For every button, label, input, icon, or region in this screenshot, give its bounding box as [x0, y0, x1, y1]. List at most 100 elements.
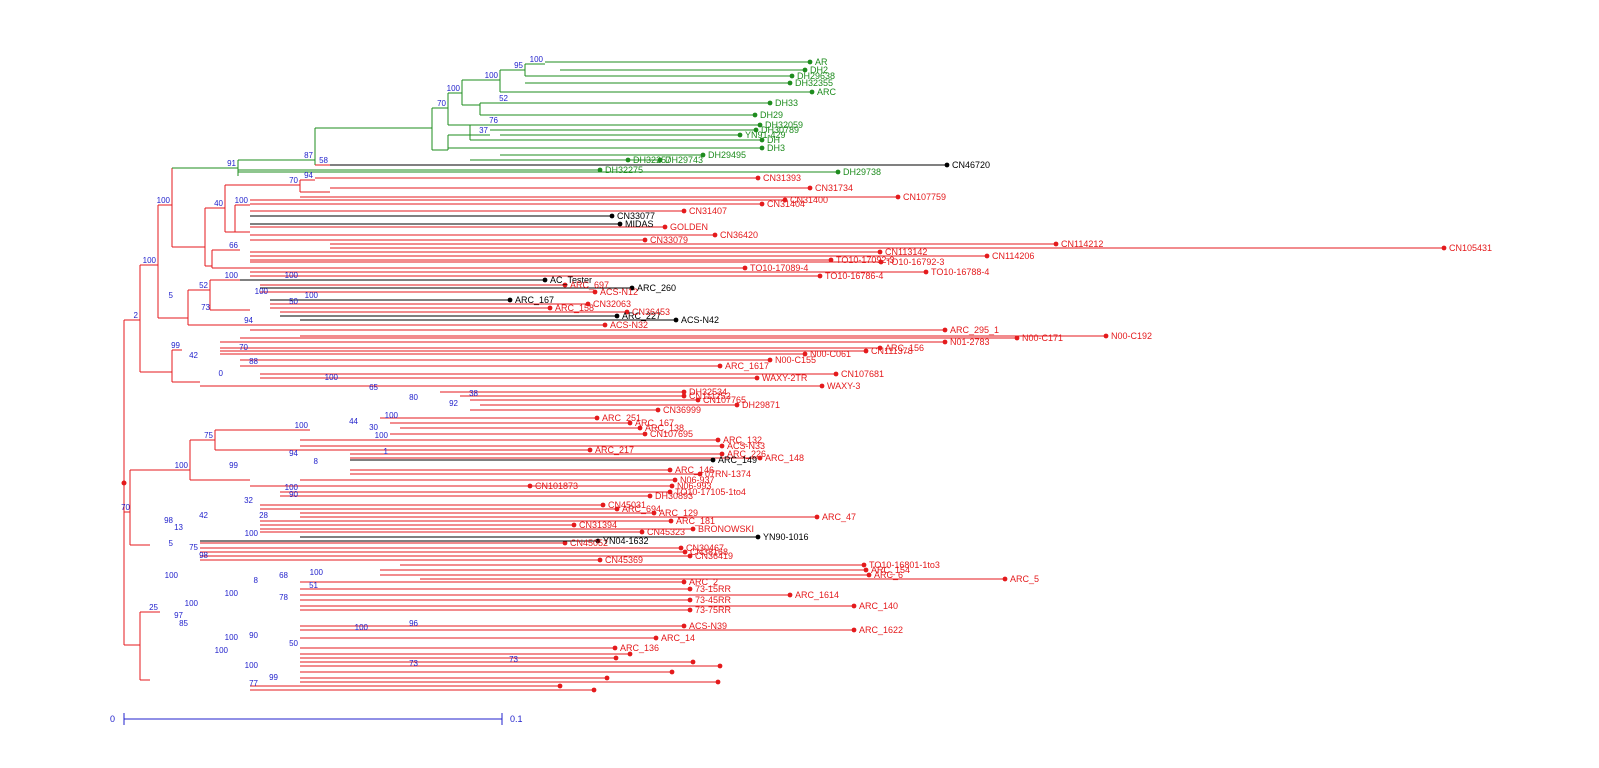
leaf-label: CN111378	[871, 346, 913, 356]
support-value: 70	[121, 503, 130, 512]
leaf-label: DH3	[767, 143, 785, 153]
support-value: 78	[279, 593, 288, 602]
support-value: 5	[169, 539, 174, 548]
support-value: 87	[304, 151, 313, 160]
leaf-tip	[657, 157, 663, 163]
support-value: 13	[174, 523, 183, 532]
leaf-label: CN30467	[686, 543, 724, 553]
leaf-label: CN101873	[535, 481, 578, 491]
leaf-tip	[614, 506, 620, 512]
leaf-label: ARC_2	[689, 577, 718, 587]
leaf-label: GOLDEN	[670, 222, 708, 232]
leaf-tip	[557, 683, 563, 689]
support-value: 44	[349, 417, 358, 426]
leaf-tip	[600, 502, 606, 508]
support-value: 88	[249, 357, 258, 366]
support-value: 0	[219, 369, 224, 378]
leaf-tip	[673, 317, 679, 323]
support-value: 100	[225, 271, 239, 280]
leaf-tip	[562, 282, 568, 288]
leaf-label: ARC_156	[885, 343, 924, 353]
support-value: 90	[249, 631, 258, 640]
leaf-tip	[613, 655, 619, 661]
support-value: 58	[319, 156, 328, 165]
leaf-label: ARC_5	[1010, 574, 1039, 584]
leaf-label: DH32257	[633, 155, 671, 165]
support-value: 100	[447, 84, 461, 93]
leaf-label: DH29743	[665, 155, 703, 165]
support-value: 42	[189, 351, 198, 360]
leaf-tip	[828, 257, 834, 263]
leaf-label: CN32063	[593, 299, 631, 309]
leaf-label: CN31407	[689, 206, 727, 216]
leaf-label: ARC_14	[661, 633, 695, 643]
leaf-label: N00-C171	[1022, 333, 1063, 343]
leaf-label: CN111252	[689, 391, 731, 401]
leaf-tip	[984, 253, 990, 259]
leaf-tip	[802, 67, 808, 73]
leaf-label: ACS-N33	[727, 441, 765, 451]
leaf-label: ARC_1614	[795, 590, 839, 600]
leaf-label: ARC_129	[659, 508, 698, 518]
leaf-label: CN31404	[767, 199, 805, 209]
leaf-tip	[627, 651, 633, 657]
leaf-tip	[755, 175, 761, 181]
leaf-label: DH30789	[761, 125, 799, 135]
support-value: 97	[174, 611, 183, 620]
leaf-tip	[767, 100, 773, 106]
support-value: 98	[199, 551, 208, 560]
support-value: 8	[254, 576, 259, 585]
leaf-tip	[687, 586, 693, 592]
leaf-tip	[647, 493, 653, 499]
leaf-label: ARC_226	[727, 449, 766, 459]
leaf-label: DH2	[810, 65, 828, 75]
leaf-tip	[789, 73, 795, 79]
support-value: 73	[509, 655, 518, 664]
leaf-tip	[625, 157, 631, 163]
support-value: 65	[369, 383, 378, 392]
leaf-tip	[737, 132, 743, 138]
support-value: 100	[255, 287, 269, 296]
support-values: 2701001009187587010010095100527637407094…	[121, 55, 543, 688]
leaf-label: ARC_138	[645, 423, 684, 433]
leaf-label: DH29	[760, 110, 783, 120]
support-value: 100	[385, 411, 399, 420]
leaf-label: DH30893	[655, 491, 693, 501]
leaf-tip	[668, 518, 674, 524]
leaf-label: ARC_251	[602, 413, 641, 423]
leaf-label: N00-C061	[810, 349, 851, 359]
leaf-label: DH	[767, 135, 780, 145]
leaf-label: N06-937	[680, 475, 715, 485]
support-value: 100	[143, 256, 157, 265]
leaf-tip	[639, 529, 645, 535]
leaf-tip	[767, 357, 773, 363]
leaf-tip	[591, 687, 597, 693]
support-value: 100	[245, 661, 259, 670]
leaf-label: CN38168	[690, 547, 728, 557]
support-value: 91	[227, 159, 236, 168]
leaf-tip	[759, 201, 765, 207]
leaf-tip	[719, 443, 725, 449]
leaf-label: CN113142	[885, 247, 927, 257]
leaf-label: 07RN-1374	[705, 469, 751, 479]
support-value: 94	[289, 449, 298, 458]
leaf-tip	[878, 259, 884, 265]
leaf-label: WAXY-2TR	[762, 373, 808, 383]
leaf-tip	[562, 540, 568, 546]
leaf-label: DH29638	[797, 71, 835, 81]
support-value: 100	[165, 571, 179, 580]
leaf-tip	[807, 59, 813, 65]
leaf-tip	[542, 277, 548, 283]
leaf-label: CN31394	[579, 520, 617, 530]
leaf-label: CN107681	[841, 369, 884, 379]
leaf-tip	[653, 635, 659, 641]
support-value: 50	[289, 639, 298, 648]
leaf-tip	[681, 393, 687, 399]
support-value: 1	[384, 447, 389, 456]
support-value: 68	[279, 571, 288, 580]
leaf-label: CN36419	[695, 551, 733, 561]
leaf-tip	[627, 420, 633, 426]
leaf-label: ARC_260	[637, 283, 676, 293]
